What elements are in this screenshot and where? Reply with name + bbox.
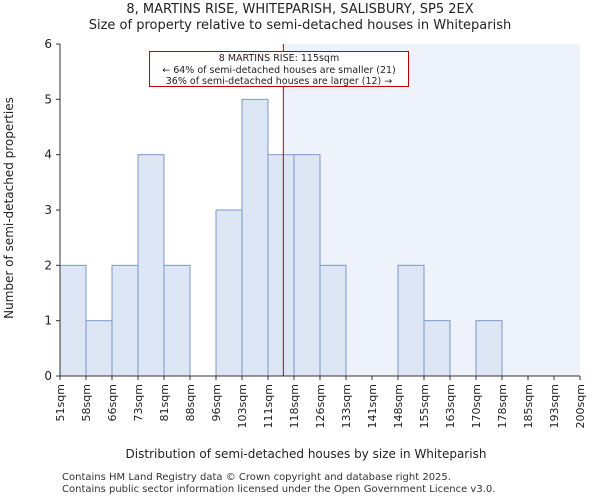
x-tick-label: 58sqm [80, 384, 93, 421]
chart-title: 8, MARTINS RISE, WHITEPARISH, SALISBURY,… [126, 2, 474, 17]
bar-51sqm [59, 264, 87, 377]
x-tick-label: 148sqm [392, 384, 405, 428]
x-tick-label: 66sqm [106, 384, 119, 421]
x-tick-label: 73sqm [132, 384, 145, 421]
footer-licence: Contains public sector information licen… [62, 484, 496, 495]
bar-111sqm [267, 154, 295, 377]
bar-118sqm [293, 154, 321, 377]
y-tick-label: 3 [44, 203, 52, 217]
y-tick-label: 0 [44, 369, 52, 383]
x-tick-label: 118sqm [288, 384, 301, 428]
bar-73sqm [137, 154, 165, 377]
annotation-line-3: 36% of semi-detached houses are larger (… [165, 76, 393, 87]
y-tick-label: 2 [44, 258, 52, 272]
x-tick-label: 163sqm [444, 384, 457, 428]
bar-66sqm [111, 264, 139, 377]
footer-copyright: Contains HM Land Registry data © Crown c… [62, 472, 451, 483]
x-tick-label: 193sqm [548, 384, 561, 428]
x-tick-label: 155sqm [418, 384, 431, 428]
bar-58sqm [85, 320, 113, 377]
x-tick-label: 170sqm [470, 384, 483, 428]
annotation-line-2: ← 64% of semi-detached houses are smalle… [162, 64, 396, 76]
bar-81sqm [163, 264, 191, 377]
x-tick-label: 133sqm [340, 384, 353, 428]
bar-103sqm [241, 98, 269, 377]
x-tick-label: 111sqm [262, 384, 275, 428]
bar-148sqm [397, 264, 425, 377]
bar-155sqm [423, 320, 451, 377]
bar-126sqm [319, 264, 347, 377]
x-tick-label: 81sqm [158, 384, 171, 421]
x-tick-label: 96sqm [210, 384, 223, 421]
bar-170sqm [475, 320, 503, 377]
y-tick-label: 4 [44, 148, 52, 162]
x-axis-title: Distribution of semi-detached houses by … [126, 447, 487, 461]
x-tick-label: 103sqm [236, 384, 249, 428]
annotation-line-1: 8 MARTINS RISE: 115sqm [218, 53, 340, 64]
bar-96sqm [215, 209, 243, 377]
x-tick-label: 200sqm [574, 384, 587, 428]
x-tick-label: 126sqm [314, 384, 327, 428]
x-tick-label: 88sqm [184, 384, 197, 421]
histogram-chart: 0 1 2 3 4 5 6 51sqm 58sqm 66sqm 73sqm 81sqm 88sqm 96s… [2, 37, 587, 461]
y-tick-label: 1 [44, 314, 52, 328]
y-tick-label: 6 [44, 37, 52, 51]
y-tick-label: 5 [44, 92, 52, 106]
x-tick-label: 185sqm [522, 384, 535, 428]
x-tick-label: 178sqm [496, 384, 509, 428]
x-tick-label: 141sqm [366, 384, 379, 428]
property-annotation: 8 MARTINS RISE: 115sqm ← 64% of semi-det… [149, 51, 409, 87]
chart-subtitle: Size of property relative to semi-detach… [88, 18, 512, 33]
y-axis-title: Number of semi-detached properties [2, 97, 16, 319]
x-tick-label: 51sqm [54, 384, 67, 421]
